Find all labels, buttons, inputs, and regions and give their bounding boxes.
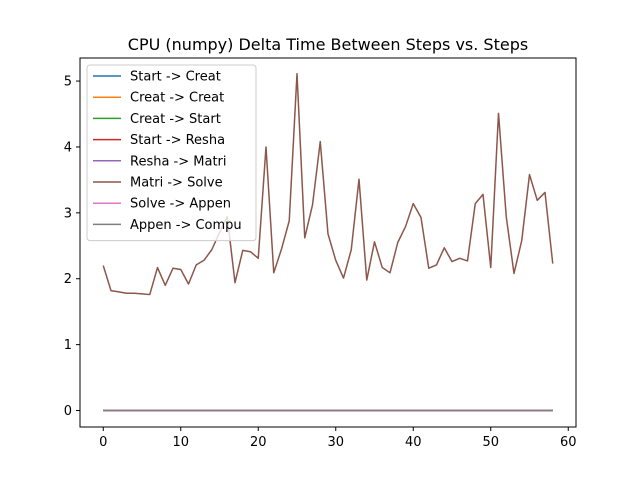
- legend-label-1: Creat -> Creat: [130, 91, 224, 106]
- x-tick-label-0: 0: [99, 435, 107, 450]
- x-tick-label-6: 60: [560, 435, 577, 450]
- x-axis: 0 10 20 30 40 50 60: [99, 427, 577, 450]
- chart-title: CPU (numpy) Delta Time Between Steps vs.…: [128, 35, 528, 54]
- legend: Start -> Creat Creat -> Creat Creat -> Sta…: [86, 64, 257, 242]
- y-axis: 0 1 2 3 4 5: [64, 75, 80, 419]
- x-tick-label-5: 50: [482, 435, 499, 450]
- series-line-5: [102, 73, 554, 296]
- legend-label-2: Creat -> Start: [130, 112, 221, 127]
- legend-label-6: Solve -> Appen: [130, 197, 231, 212]
- x-tick-label-4: 40: [405, 435, 422, 450]
- legend-label-5: Matri -> Solve: [130, 176, 223, 191]
- y-tick-label-0: 0: [64, 404, 72, 419]
- plot-area-frame: [79, 57, 577, 428]
- legend-label-3: Start -> Resha: [130, 133, 225, 148]
- y-tick-label-5: 5: [64, 75, 72, 90]
- y-tick-label-2: 2: [64, 272, 72, 287]
- x-tick-label-1: 10: [172, 435, 189, 450]
- x-tick-label-3: 30: [327, 435, 344, 450]
- y-tick-label-3: 3: [64, 206, 72, 221]
- legend-label-7: Appen -> Compu: [130, 218, 242, 233]
- legend-label-4: Resha -> Matri: [130, 154, 227, 169]
- legend-label-0: Start -> Creat: [130, 70, 221, 85]
- y-tick-label-4: 4: [64, 140, 72, 155]
- y-tick-label-1: 1: [64, 338, 72, 353]
- x-tick-label-2: 20: [250, 435, 267, 450]
- series-layer: [102, 73, 554, 412]
- legend-box: [86, 64, 257, 242]
